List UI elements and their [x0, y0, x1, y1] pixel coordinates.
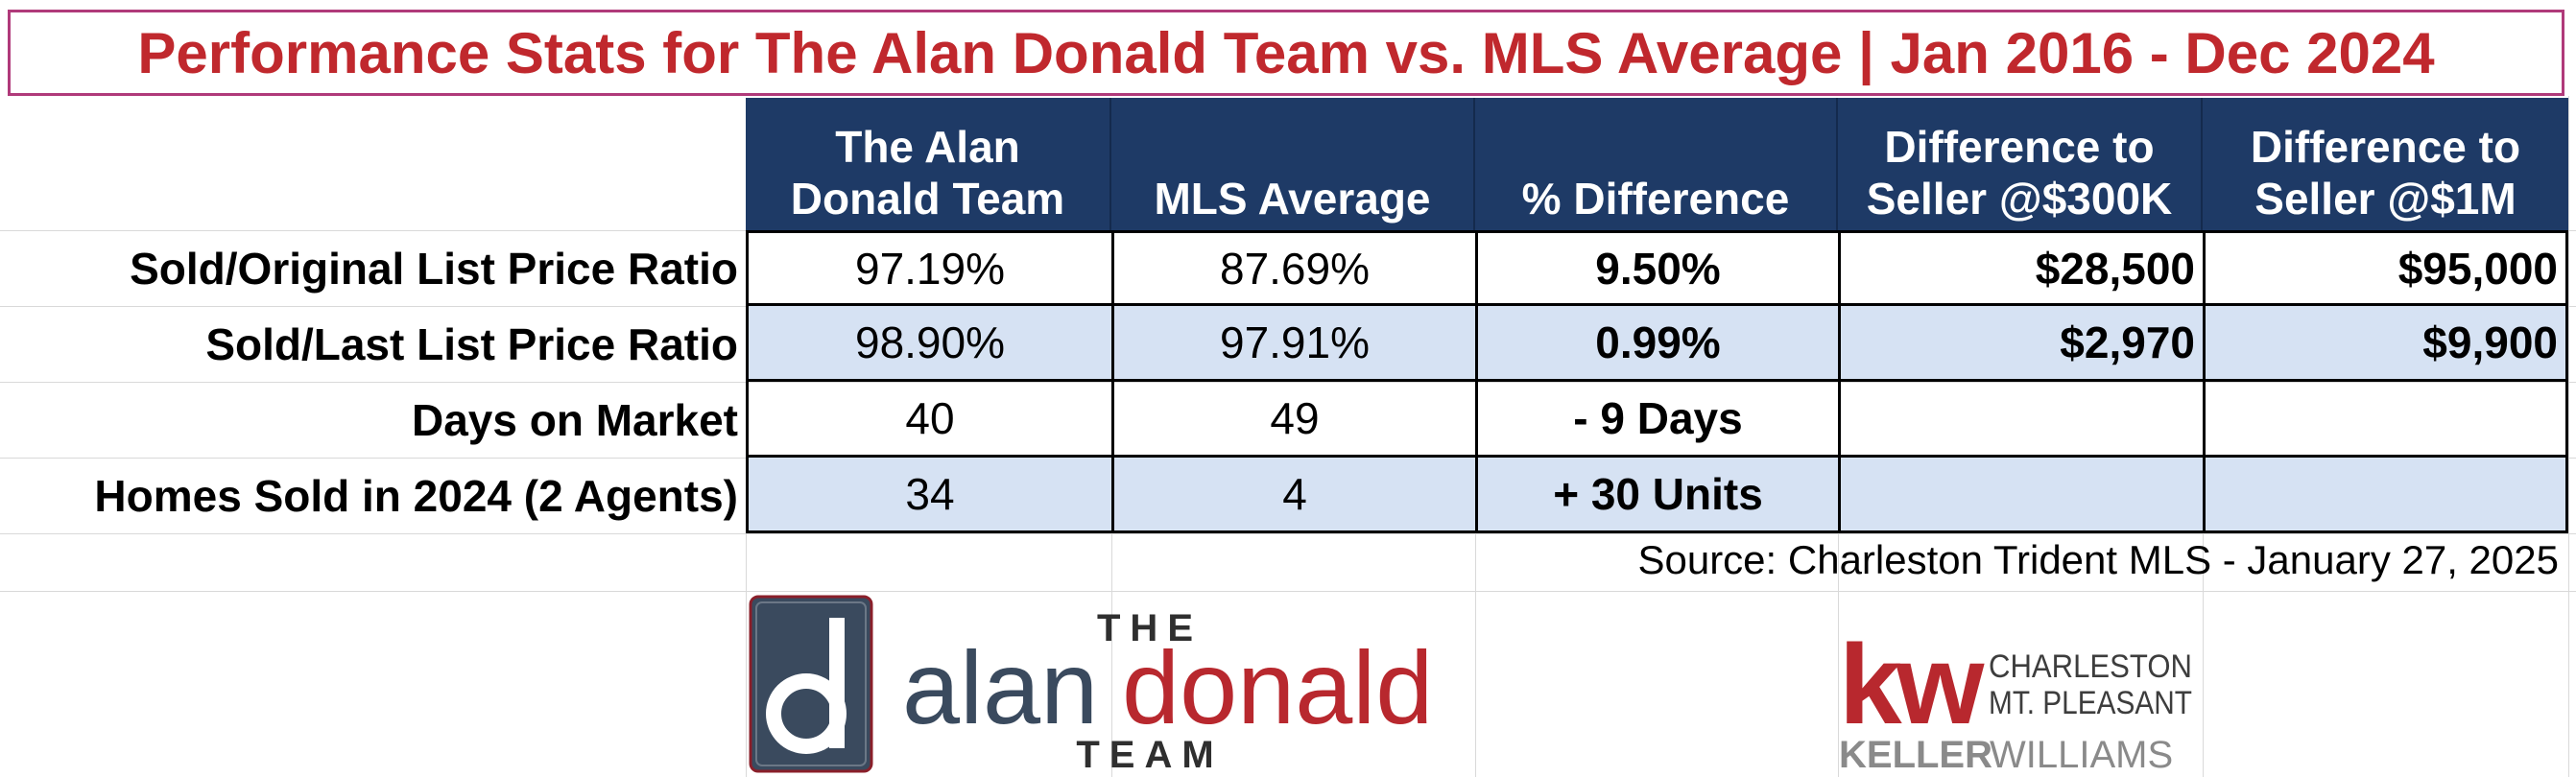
diff-300k-value: $28,500	[1841, 230, 2206, 306]
column-header-300k: Difference to Seller @$300K	[1838, 98, 2203, 230]
pct-diff-value: 9.50%	[1478, 230, 1841, 306]
logo-donald-text: donald	[1122, 629, 1433, 745]
gridline	[0, 591, 2576, 592]
alan-donald-team-logo: THE alan donald TEAM	[749, 595, 1433, 775]
pct-diff-value: + 30 Units	[1478, 458, 1841, 533]
diff-1m-value: $95,000	[2206, 230, 2568, 306]
kw-office-line1: CHARLESTON	[1989, 648, 2192, 685]
pct-diff-value: 0.99%	[1478, 306, 1841, 382]
row-label: Sold/Last List Price Ratio	[205, 318, 738, 369]
diff-1m-value	[2206, 382, 2568, 458]
team-value: 97.19%	[746, 230, 1114, 306]
table-row: Days on Market 40 49 - 9 Days	[0, 382, 2568, 458]
column-header-pct-diff: % Difference	[1475, 98, 1838, 230]
diff-300k-value	[1841, 382, 2206, 458]
table-row: Sold/Last List Price Ratio 98.90% 97.91%…	[0, 306, 2568, 382]
table-row: Sold/Original List Price Ratio 97.19% 87…	[0, 230, 2568, 306]
gridline	[1475, 533, 1476, 777]
column-header-line: Difference to	[2250, 122, 2521, 172]
team-value: 40	[746, 382, 1114, 458]
logo-team-text: TEAM	[1076, 734, 1223, 775]
gridline	[0, 533, 2576, 534]
row-label: Sold/Original List Price Ratio	[130, 243, 738, 294]
table-header: The Alan Donald Team MLS Average % Differ…	[746, 98, 2568, 230]
diff-1m-value	[2206, 458, 2568, 533]
page-title: Performance Stats for The Alan Donald Te…	[137, 20, 2435, 85]
title-banner: Performance Stats for The Alan Donald Te…	[8, 10, 2564, 96]
gridline	[1111, 533, 1112, 777]
keller-williams-logo: kw CHARLESTON MT. PLEASANT KELLER WILLIA…	[1839, 624, 2192, 776]
monogram-d-bowl	[766, 673, 847, 754]
gridline	[1838, 533, 1839, 777]
diff-1m-value: $9,900	[2206, 306, 2568, 382]
mls-value: 4	[1114, 458, 1478, 533]
diff-300k-value	[1841, 458, 2206, 533]
diff-300k-value: $2,970	[1841, 306, 2206, 382]
column-header-line: Difference to	[1884, 122, 2155, 172]
kw-brand-keller: KELLER	[1839, 734, 1992, 776]
source-note: Source: Charleston Trident MLS - January…	[1637, 537, 2559, 582]
column-header-team: The Alan Donald Team	[746, 98, 1111, 230]
pct-diff-value: - 9 Days	[1478, 382, 1841, 458]
column-header-line: MLS Average	[1154, 174, 1431, 224]
column-header-line: The Alan	[835, 122, 1020, 172]
team-value: 98.90%	[746, 306, 1114, 382]
kw-brand-williams: WILLIAMS	[1990, 734, 2173, 776]
column-header-mls: MLS Average	[1111, 98, 1475, 230]
column-header-line: Seller @$300K	[1866, 174, 2173, 224]
gridline	[0, 382, 2576, 383]
gridline	[2203, 533, 2204, 777]
column-header-line: % Difference	[1521, 174, 1790, 224]
kw-monogram: kw	[1839, 624, 1986, 748]
logo-the-text: THE	[1097, 607, 1203, 649]
team-value: 34	[746, 458, 1114, 533]
mls-value: 97.91%	[1114, 306, 1478, 382]
mls-value: 49	[1114, 382, 1478, 458]
mls-value: 87.69%	[1114, 230, 1478, 306]
row-label: Days on Market	[411, 394, 738, 445]
logo-alan-text: alan	[902, 629, 1098, 745]
row-label: Homes Sold in 2024 (2 Agents)	[94, 470, 738, 521]
column-header-1m: Difference to Seller @$1M	[2203, 98, 2568, 230]
gridline	[2568, 96, 2569, 777]
kw-office-line2: MT. PLEASANT	[1989, 685, 2192, 721]
table-row: Homes Sold in 2024 (2 Agents) 34 4 + 30 …	[0, 458, 2568, 533]
column-header-line: Seller @$1M	[2254, 174, 2516, 224]
column-header-line: Donald Team	[790, 174, 1065, 224]
gridline	[746, 533, 747, 777]
